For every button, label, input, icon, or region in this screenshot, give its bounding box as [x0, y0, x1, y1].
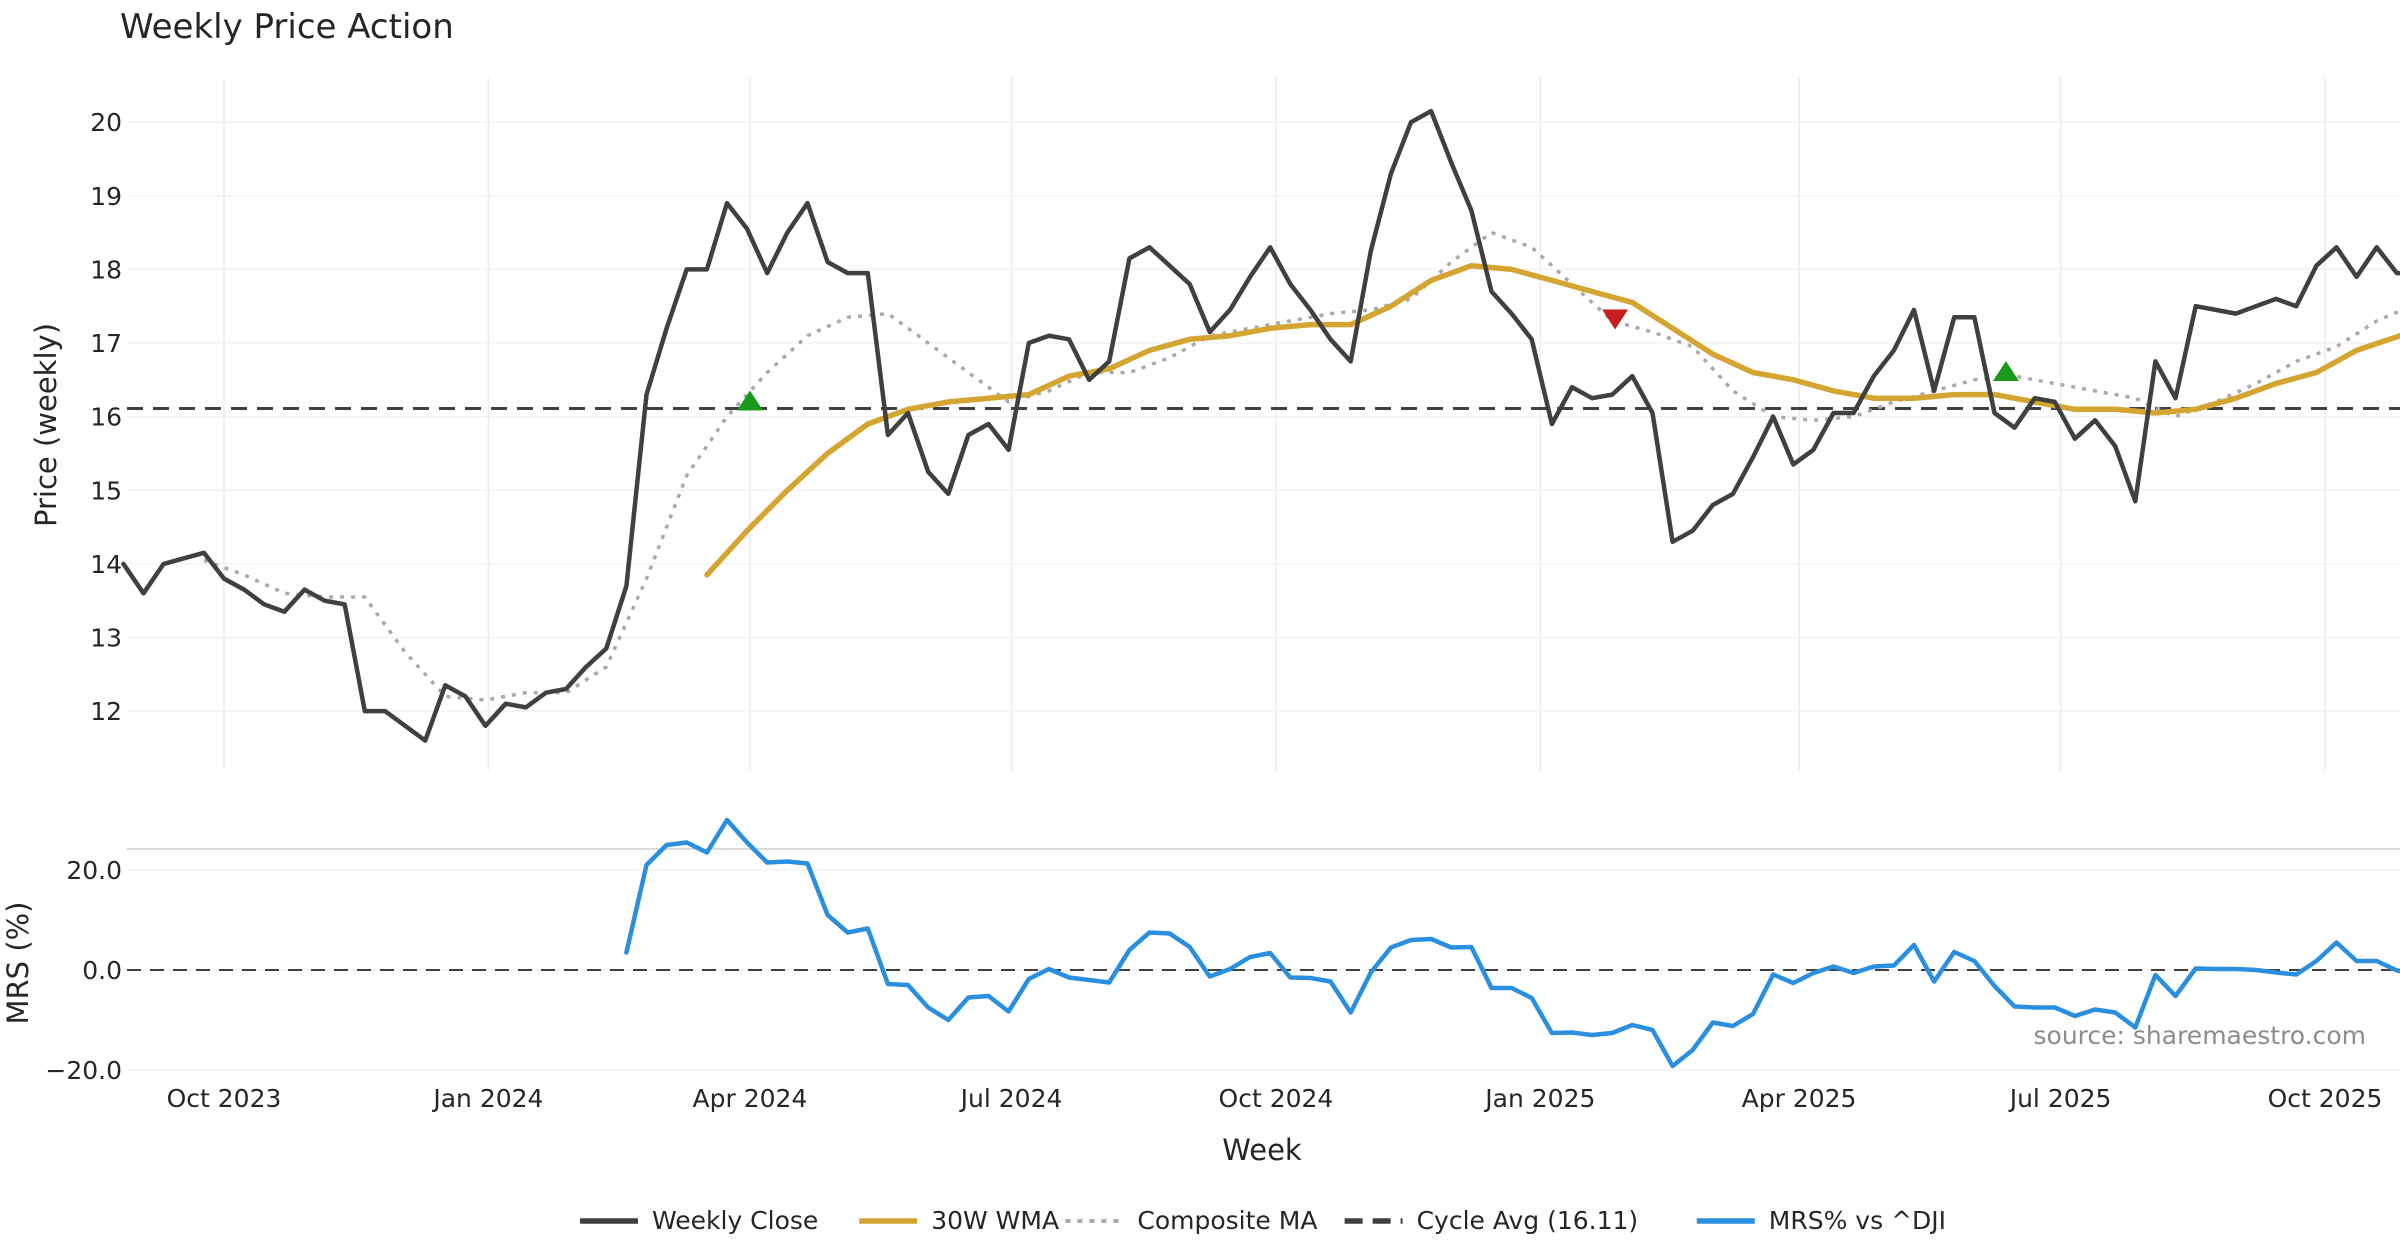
x-tick-label: Jan 2025 — [1483, 1084, 1595, 1113]
sell-signal-marker — [1602, 309, 1629, 330]
buy-signal-marker — [1992, 360, 2019, 381]
mrs-series — [624, 817, 2400, 1069]
price-y-tick-label: 20 — [90, 108, 122, 137]
price-y-tick-label: 13 — [90, 623, 122, 652]
price-series — [121, 108, 2400, 743]
mrs-line — [624, 817, 2400, 1069]
mrs-y-tick-label: 20.0 — [66, 856, 122, 885]
price-y-tick-label: 16 — [90, 403, 122, 432]
legend-label: Weekly Close — [652, 1206, 818, 1235]
legend: Weekly Close 30W WMA Composite MA Cycle Avg… — [580, 1206, 1946, 1235]
chart-title: Weekly Price Action — [120, 7, 454, 47]
price-y-tick-label: 15 — [90, 476, 122, 505]
x-tick-label: Apr 2024 — [693, 1084, 808, 1113]
price-y-tick-labels: 12 13 14 15 16 17 18 19 20 — [90, 108, 122, 726]
wma-30w-line — [704, 262, 2400, 578]
x-axis-title: Week — [1222, 1133, 1302, 1167]
price-y-tick-label: 19 — [90, 182, 122, 211]
x-tick-label: Jul 2024 — [959, 1084, 1063, 1113]
legend-label: MRS% vs ^DJI — [1769, 1206, 1946, 1235]
x-tick-label: Jul 2025 — [2008, 1084, 2112, 1113]
legend-label: 30W WMA — [931, 1206, 1059, 1235]
x-tick-labels: Oct 2023 Jan 2024 Apr 2024 Jul 2024 Oct 2024… — [167, 1084, 2383, 1113]
mrs-y-tick-label: −20.0 — [45, 1056, 122, 1085]
weekly-close-line — [121, 108, 2400, 743]
price-y-tick-label: 18 — [90, 255, 122, 284]
x-tick-label: Jan 2024 — [431, 1084, 543, 1113]
x-tick-label: Oct 2025 — [2268, 1084, 2383, 1113]
legend-label: Composite MA — [1137, 1206, 1317, 1235]
price-y-tick-label: 17 — [90, 329, 122, 358]
mrs-y-axis-title: MRS (%) — [1, 902, 35, 1025]
mrs-y-tick-label: 0.0 — [82, 956, 122, 985]
x-tick-label: Apr 2025 — [1742, 1084, 1857, 1113]
buy-signal-marker — [736, 390, 763, 411]
signal-markers — [736, 309, 2019, 411]
price-y-axis-title: Price (weekly) — [29, 323, 63, 527]
source-note: source: sharemaestro.com — [2034, 1021, 2367, 1050]
composite-ma-line — [203, 230, 2400, 702]
x-tick-label: Oct 2024 — [1219, 1084, 1334, 1113]
price-y-tick-label: 14 — [90, 550, 122, 579]
price-y-tick-label: 12 — [90, 697, 122, 726]
x-tick-label: Oct 2023 — [167, 1084, 282, 1113]
mrs-y-tick-labels: 20.0 0.0 −20.0 — [45, 856, 122, 1085]
price-panel-grid — [127, 78, 2400, 770]
legend-label: Cycle Avg (16.11) — [1417, 1206, 1639, 1235]
